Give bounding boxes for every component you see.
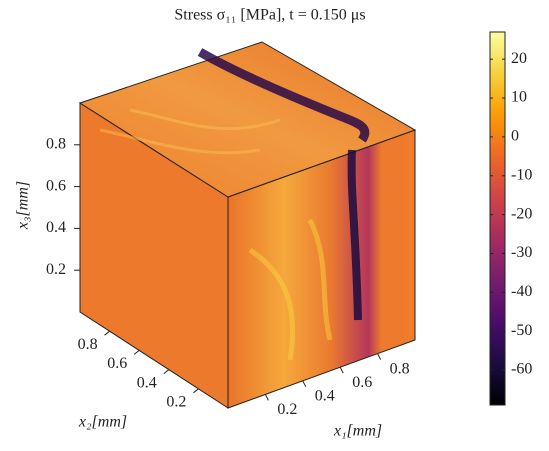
streak: [99, 108, 281, 155]
colorbar-tick-label: -50: [511, 322, 532, 339]
wave-front: [197, 48, 370, 143]
tick-label: 0.4: [315, 387, 335, 404]
tick-label: 0.4: [137, 374, 157, 391]
tick-label: 0.2: [277, 401, 297, 418]
wave-front: [347, 149, 362, 321]
tick-mark: [104, 330, 110, 336]
colorbar-tick-label: -40: [511, 283, 532, 300]
tick-mark: [264, 394, 269, 401]
tick-label: 0.6: [352, 374, 372, 391]
tick-label: 0.8: [78, 336, 98, 353]
colorbar-tick-label: -60: [511, 361, 532, 378]
tick-label: 0.2: [46, 261, 66, 278]
axis-label: x₂[mm]: [78, 414, 127, 431]
tick-label: 0.8: [46, 135, 66, 152]
colorbar-tick-label: -30: [511, 244, 532, 261]
tick-mark: [302, 380, 307, 388]
colorbar-tick-label: 10: [511, 89, 527, 106]
colorbar-tick-label: 0: [511, 128, 519, 145]
face-x3: [78, 41, 417, 198]
colorbar: [489, 31, 506, 406]
tick-mark: [377, 353, 382, 360]
colorbar-tick-label: -10: [511, 166, 532, 183]
chart-title: Stress σ₁₁ [MPa], t = 0.150 μs: [174, 7, 365, 24]
tick-label: 0.8: [390, 360, 410, 377]
tick-label: 0.6: [46, 177, 66, 194]
tick-mark: [339, 366, 344, 374]
colorbar-tick-label: 20: [511, 50, 527, 67]
tick-mark: [163, 369, 170, 374]
colorbar-tick-label: -20: [511, 205, 532, 222]
tick-label: 0.4: [46, 219, 66, 236]
tick-label: 0.6: [107, 355, 127, 372]
tick-mark: [133, 350, 140, 355]
axis-label: x₁[mm]: [333, 423, 382, 440]
tick-mark: [193, 388, 199, 394]
axis-label: x₃[mm]: [15, 181, 32, 230]
streak: [248, 218, 333, 361]
tick-label: 0.2: [166, 393, 186, 410]
